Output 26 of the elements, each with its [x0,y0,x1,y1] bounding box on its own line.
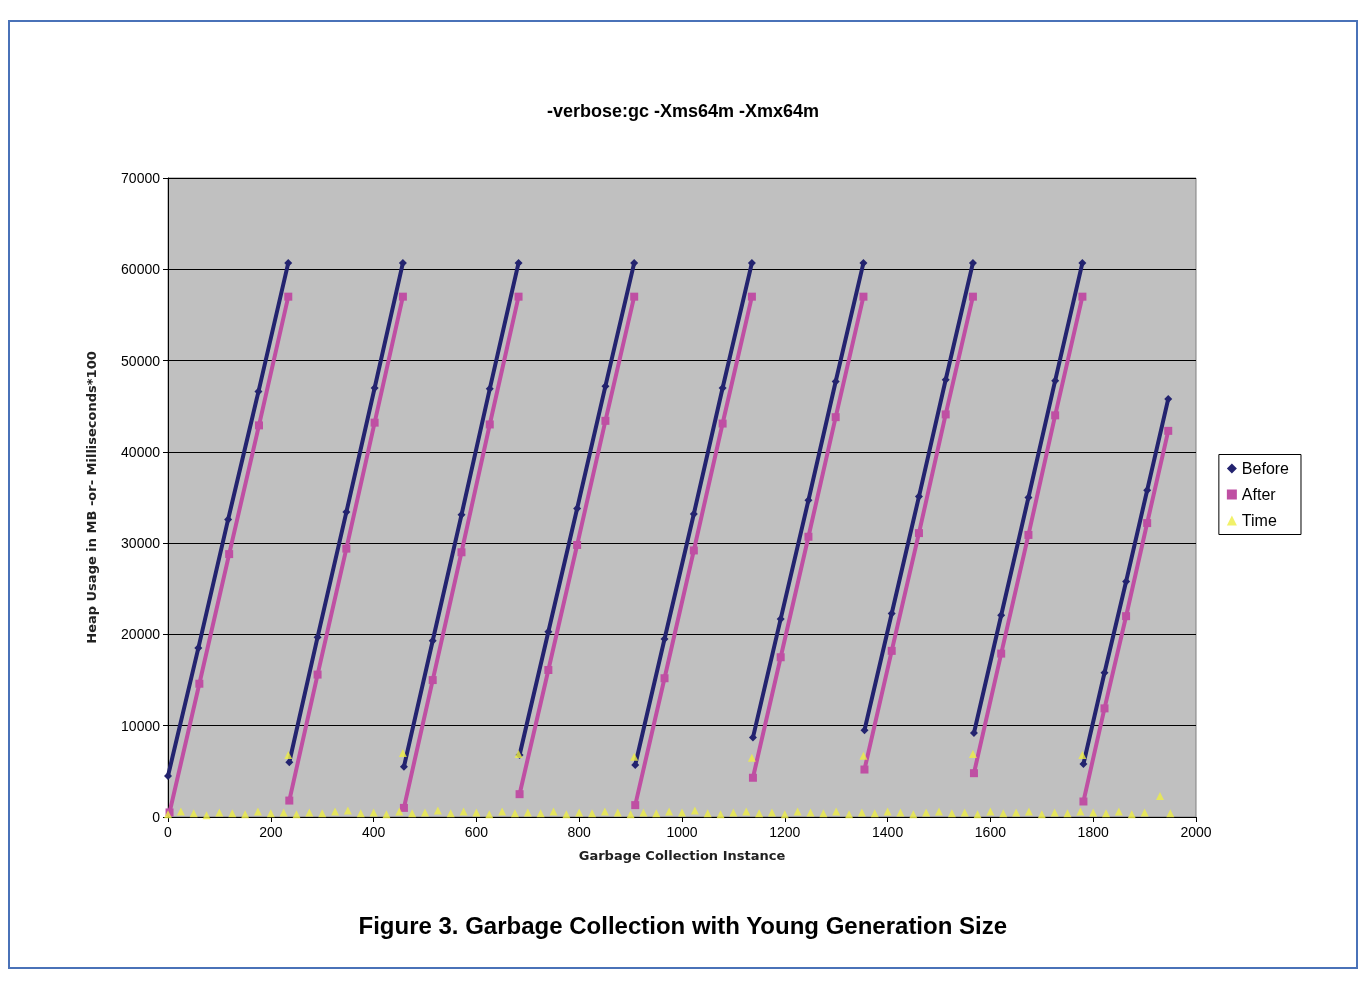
x-tick-label: 1400 [872,824,904,840]
x-tick-label: 1800 [1077,824,1109,840]
y-axis-title: Heap Usage in MB -or- Milliseconds*100 [84,351,99,644]
y-tick-label: 30000 [121,535,161,552]
chart-title: -verbose:gc -Xms64m -Xmx64m [546,101,820,121]
y-tick-label: 50000 [121,352,161,369]
x-tick-label: 400 [361,824,386,840]
legend-label: After [1241,486,1277,503]
caption: Figure 3. Garbage Collection with Young Generation Size [358,911,1008,939]
legend-label: Before [1241,460,1290,477]
x-tick-label: 0 [164,824,173,840]
y-tick-label: 40000 [121,443,161,460]
y-tick-label: 0 [152,809,161,825]
x-tick-label: 2000 [1180,824,1212,840]
x-axis-title: Garbage Collection Instance [578,848,786,863]
y-tick-label: 70000 [121,170,161,186]
x-tick-label: 800 [567,824,592,840]
y-tick-label: 20000 [121,626,161,643]
x-tick-label: 600 [464,824,489,840]
y-tick-label: 10000 [121,717,161,734]
x-tick-label: 200 [259,824,283,840]
x-tick-label: 1600 [974,824,1007,840]
x-tick-label: 1200 [769,824,801,840]
y-tick-label: 60000 [121,261,161,278]
legend-label: Time [1241,512,1277,529]
x-tick-label: 1000 [666,824,698,840]
